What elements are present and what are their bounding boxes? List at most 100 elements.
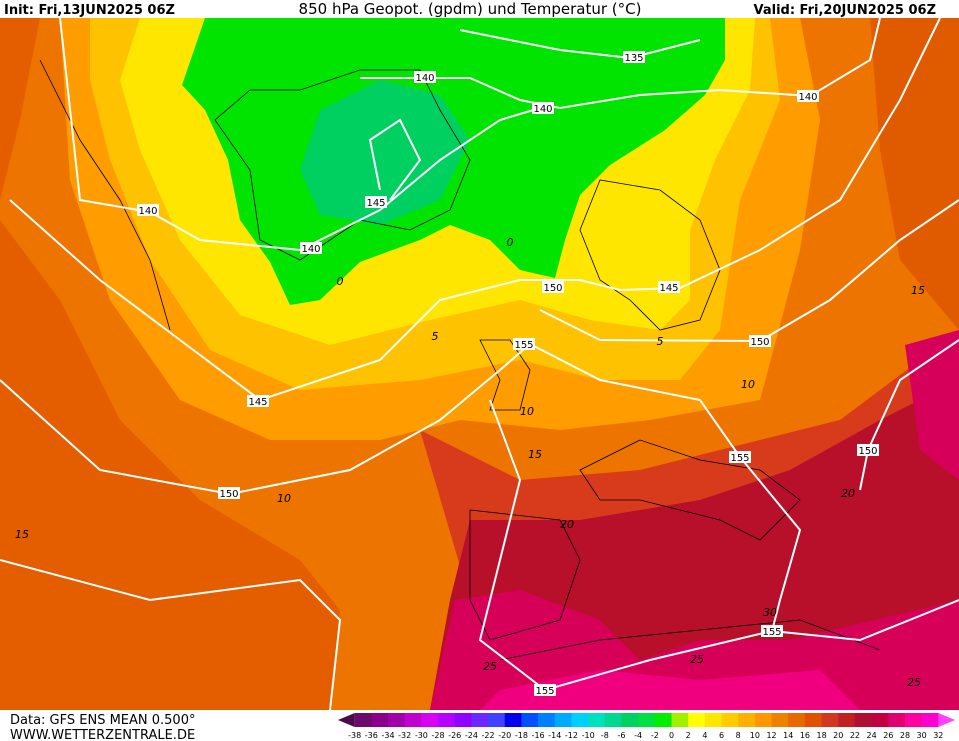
label-box xyxy=(761,625,783,637)
geopotential-label: 145 xyxy=(366,198,385,209)
label-box xyxy=(797,90,819,102)
contour xyxy=(368,118,422,201)
colorbar-label: -8 xyxy=(601,731,609,740)
colorbar-swatch xyxy=(504,713,522,727)
colorbar-swatch xyxy=(588,713,606,727)
temperature-label: 15 xyxy=(15,528,29,541)
geopotential-label: 140 xyxy=(415,73,434,84)
coast-britain xyxy=(479,339,531,411)
temperature-label: 30 xyxy=(763,606,777,619)
label-box xyxy=(623,51,645,63)
colorbar-label: -26 xyxy=(448,731,461,740)
contour xyxy=(9,17,941,402)
temperature-label: 25 xyxy=(690,653,704,666)
colorbar-swatch xyxy=(488,713,506,727)
colorbar-label: 26 xyxy=(883,731,893,740)
colorbar-label: 10 xyxy=(750,731,760,740)
field-magenta xyxy=(480,670,860,710)
temperature-label: 10 xyxy=(741,378,755,391)
temperature-label: 20 xyxy=(841,487,855,500)
colorbar-swatch xyxy=(871,713,889,727)
label-box xyxy=(513,338,535,350)
colorbar-label: 14 xyxy=(783,731,793,740)
colorbar-swatch xyxy=(421,713,439,727)
colorbar-swatch xyxy=(854,713,873,727)
temperature-label: 10 xyxy=(277,492,291,505)
geopotential-label: 135 xyxy=(624,53,643,64)
colorbar-label: 8 xyxy=(736,731,741,740)
coast-africa xyxy=(499,619,881,661)
contour xyxy=(459,29,701,60)
colorbar-swatch xyxy=(821,713,839,727)
colorbar-label: -2 xyxy=(651,731,659,740)
temperature-label: 10 xyxy=(520,405,534,418)
label-box xyxy=(749,335,771,347)
colorbar-swatch xyxy=(371,713,389,727)
label-box xyxy=(247,395,269,407)
label-box xyxy=(658,281,680,293)
colorbar-label: -18 xyxy=(515,731,528,740)
colorbar-label: 0 xyxy=(669,731,674,740)
colorbar-label: -34 xyxy=(381,731,394,740)
colorbar-label: -6 xyxy=(617,731,625,740)
label-box xyxy=(137,204,159,216)
colorbar-label: -4 xyxy=(634,731,642,740)
colorbar-swatch xyxy=(704,713,723,727)
colorbar-swatch xyxy=(354,713,372,727)
colorbar-label: 24 xyxy=(867,731,877,740)
colorbar-label: -10 xyxy=(582,731,595,740)
temperature-label: 0 xyxy=(337,275,344,288)
label-box xyxy=(542,281,564,293)
colorbar-label: -22 xyxy=(482,731,495,740)
colorbar-swatch xyxy=(738,713,756,727)
field-dark-orange xyxy=(870,18,959,330)
colorbar-label: 32 xyxy=(933,731,943,740)
colorbar-swatch xyxy=(604,713,622,727)
geopotential-label: 145 xyxy=(248,397,267,408)
colorbar-label: 4 xyxy=(702,731,707,740)
colorbar-swatch xyxy=(454,713,472,727)
colorbar-label: 6 xyxy=(719,731,724,740)
data-source: Data: GFS ENS MEAN 0.500° xyxy=(10,713,195,728)
colorbar-swatch xyxy=(921,713,939,727)
temperature-label: 5 xyxy=(432,330,439,343)
geopotential-label: 155 xyxy=(514,340,533,351)
label-box xyxy=(414,71,436,83)
colorbar-label: 20 xyxy=(833,731,843,740)
colorbar-label: 18 xyxy=(817,731,827,740)
label-box xyxy=(365,196,387,208)
colorbar-label: -32 xyxy=(398,731,411,740)
colorbar-swatch xyxy=(888,713,906,727)
label-box xyxy=(857,444,879,456)
coast-iberia xyxy=(469,509,581,641)
colorbar-swatch xyxy=(538,713,556,727)
colorbar-label: 22 xyxy=(850,731,860,740)
coast-canada xyxy=(39,59,171,331)
geopotential-label: 140 xyxy=(301,244,320,255)
label-box xyxy=(218,487,240,499)
field-dark-orange xyxy=(0,18,40,200)
geopotential-label: 155 xyxy=(762,627,781,638)
init-time: Init: Fri,13JUN2025 06Z xyxy=(4,3,175,18)
colorbar-label: -16 xyxy=(532,731,545,740)
colorbar-label: 16 xyxy=(800,731,810,740)
temperature-label: 15 xyxy=(911,284,925,297)
colorbar-arrow xyxy=(338,713,355,727)
colorbar-label: -36 xyxy=(365,731,378,740)
colorbar-label: 12 xyxy=(766,731,776,740)
geopotential-label: 140 xyxy=(798,92,817,103)
colorbar-swatch xyxy=(438,713,456,727)
colorbar-swatch xyxy=(388,713,406,727)
coast-scandinavia xyxy=(579,179,721,331)
label-box xyxy=(300,242,322,254)
colorbar-label: -20 xyxy=(498,731,511,740)
colorbar-swatch xyxy=(754,713,773,727)
geopotential-label: 155 xyxy=(535,686,554,697)
label-box xyxy=(532,102,554,114)
geopotential-label: 140 xyxy=(533,104,552,115)
geopotential-label: 150 xyxy=(858,446,877,457)
colorbar-swatch xyxy=(404,713,422,727)
contour xyxy=(859,339,959,491)
colorbar-swatch xyxy=(771,713,789,727)
